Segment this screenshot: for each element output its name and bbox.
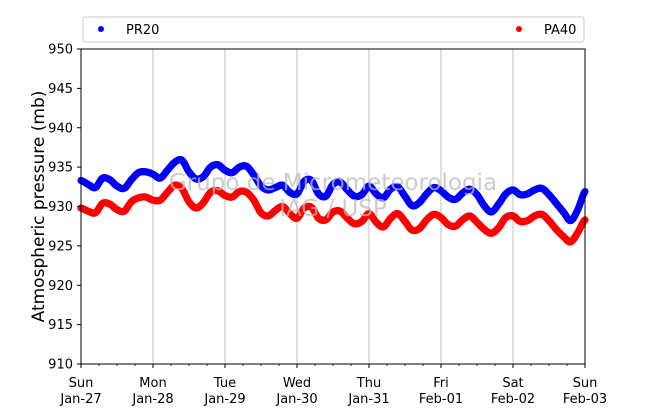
- x-tick-label: Sun Jan-27: [59, 376, 101, 407]
- y-tick-label: 925: [48, 239, 73, 254]
- x-tick-label: Sat Feb-02: [491, 376, 535, 407]
- grid-lines: [80, 49, 586, 364]
- legend-marker-pa40: [516, 26, 522, 32]
- series-pa40: [77, 181, 589, 246]
- x-tick-date: Feb-03: [563, 392, 607, 407]
- series-pr20: [77, 155, 589, 225]
- x-tick-day: Mon: [139, 376, 166, 391]
- x-tick-label: Wed Jan-30: [275, 376, 317, 407]
- y-tick-label: 930: [48, 200, 73, 215]
- legend-label-pa40: PA40: [544, 23, 576, 38]
- x-tick-date: Jan-27: [59, 392, 101, 407]
- series-layer: [77, 155, 589, 246]
- y-tick-label: 935: [48, 161, 73, 176]
- x-tick-date: Feb-02: [491, 392, 535, 407]
- x-tick-date: Jan-30: [275, 392, 317, 407]
- y-axis-label: Atmospheric pressure (mb): [29, 91, 49, 323]
- watermark: Grupo de Micrometeorologia IAG / USP: [169, 170, 497, 222]
- y-tick-label: 920: [48, 279, 73, 294]
- y-tick-label: 945: [48, 82, 73, 97]
- x-tick-day: Sun: [573, 376, 598, 391]
- y-tick-label: 915: [48, 318, 73, 333]
- x-tick-label: Sun Feb-03: [563, 376, 607, 407]
- x-tick-date: Feb-01: [419, 392, 463, 407]
- y-tick-label: 910: [48, 358, 73, 373]
- legend-frame: [82, 16, 585, 43]
- x-tick-label: Tue Jan-29: [203, 376, 245, 407]
- x-tick-day: Wed: [283, 376, 311, 391]
- x-tick-label: Mon Jan-28: [131, 376, 173, 407]
- x-tick-day: Fri: [433, 376, 449, 391]
- x-tick-day: Thu: [356, 376, 381, 391]
- legend-marker-pr20: [98, 26, 104, 32]
- y-tick-label: 940: [48, 121, 73, 136]
- x-tick-day: Sun: [69, 376, 94, 391]
- x-tick-date: Jan-28: [131, 392, 173, 407]
- x-tick-label: Thu Jan-31: [347, 376, 389, 407]
- y-tick-label: 950: [48, 43, 73, 58]
- x-tick-label: Fri Feb-01: [419, 376, 463, 407]
- x-tick-day: Sat: [502, 376, 523, 391]
- legend-label-pr20: PR20: [126, 23, 159, 38]
- legend: PR20 PA40: [82, 16, 585, 43]
- x-tick-day: Tue: [213, 376, 236, 391]
- watermark-line-2: IAG / USP: [279, 196, 387, 222]
- x-tick-date: Jan-31: [347, 392, 389, 407]
- watermark-line-1: Grupo de Micrometeorologia: [169, 170, 497, 196]
- x-tick-date: Jan-29: [203, 392, 245, 407]
